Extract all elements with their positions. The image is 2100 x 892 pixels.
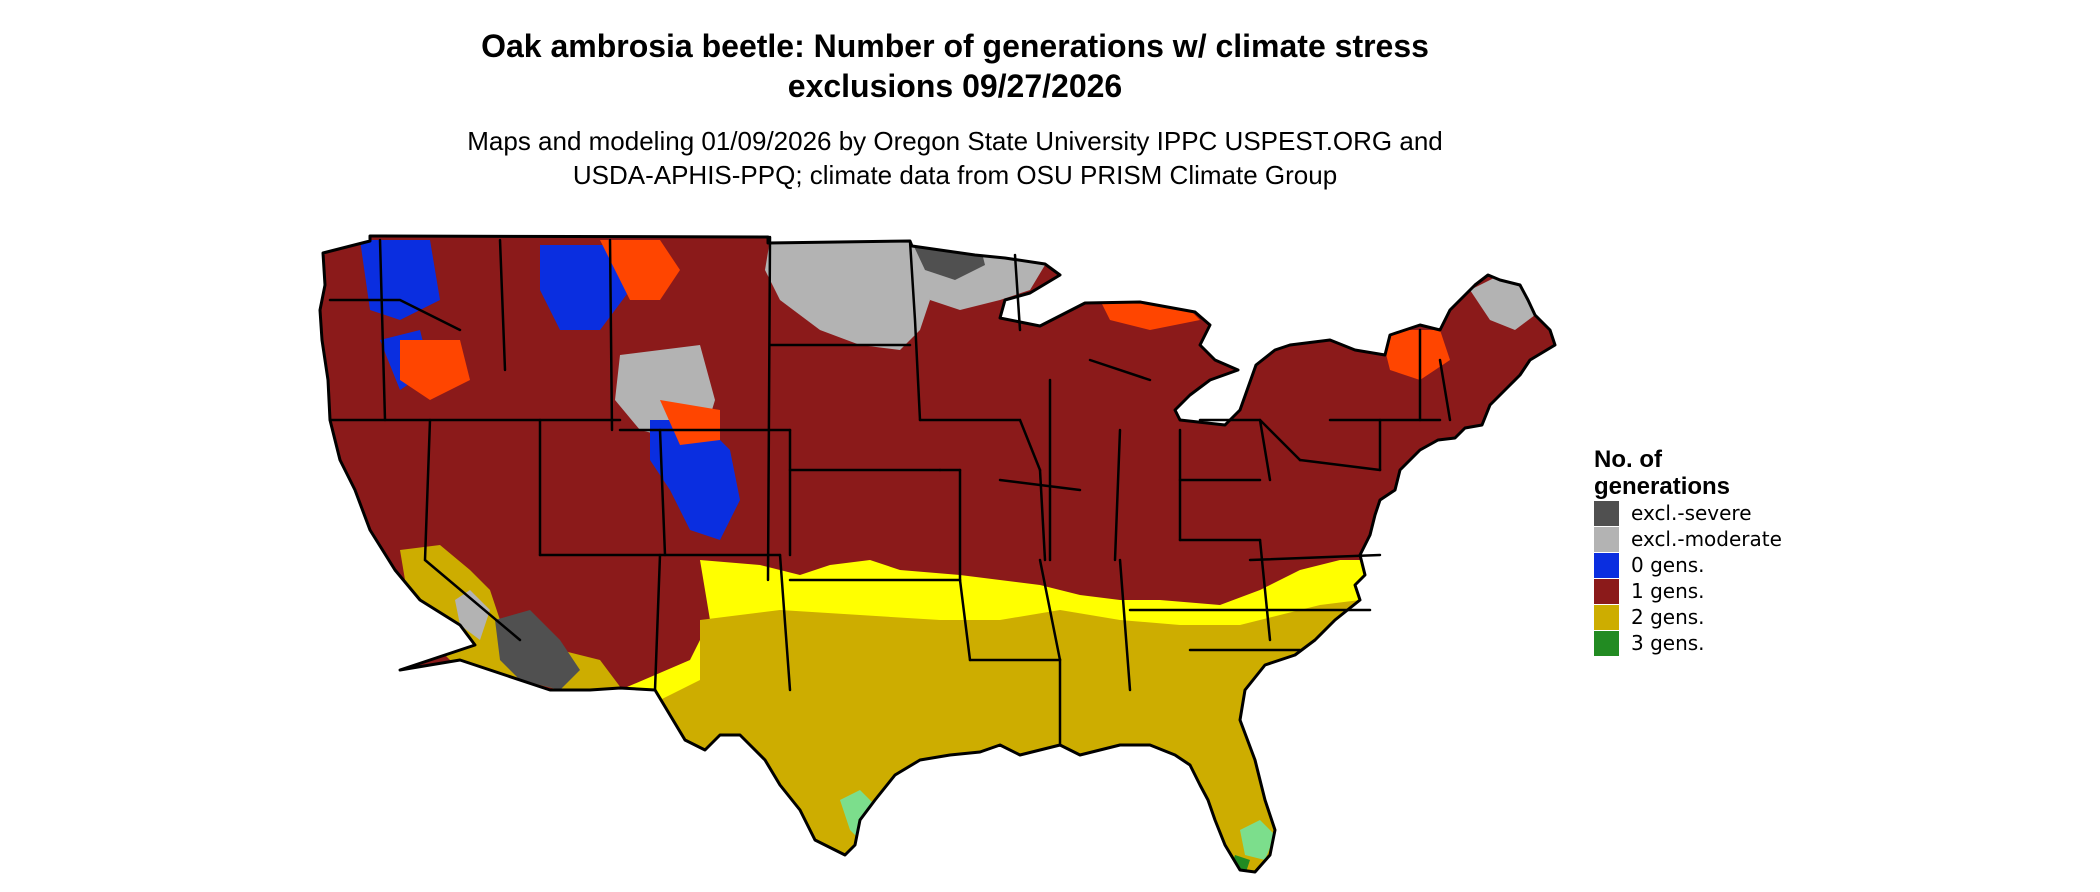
region-0-gen-colorado [650,420,740,540]
region-2-gen [590,590,1470,872]
legend-label-1-gens: 1 gens. [1631,579,1705,603]
legend-item-0-gens: 0 gens. [1594,552,1782,578]
region-excl-moderate-maine [1470,275,1535,330]
legend-item-2-gens: 2 gens. [1594,604,1782,630]
state-border-1 [766,235,772,582]
state-border-43 [998,478,1082,492]
region-3-gen-light-florida [1240,820,1275,860]
state-border-2 [908,239,922,422]
map-title-line-1: Oak ambrosia beetle: Number of generatio… [481,28,1429,64]
region-1-gen-light-oregon [400,340,470,400]
state-border-8 [658,428,667,557]
map-subtitle: Maps and modeling 01/09/2026 by Oregon S… [320,124,1590,192]
state-border-11 [778,553,792,692]
state-border-37 [1248,553,1382,562]
state-border-39 [328,298,462,332]
legend-swatch-1-gens [1594,578,1619,604]
region-1-gen-base [320,236,1555,872]
legend-title-line-1: No. of [1594,446,1662,473]
legend-label-excl-severe: excl.-severe [1631,501,1752,525]
legend-swatch-3-gens [1594,630,1619,656]
legend-item-excl-moderate: excl.-moderate [1594,526,1782,552]
state-border-42 [1013,253,1022,332]
legend-label-excl-moderate: excl.-moderate [1631,527,1782,551]
state-border-24 [1038,558,1062,662]
state-border-17 [958,578,972,662]
us-outline [318,234,1557,874]
state-border-25 [1118,558,1132,692]
state-border-27 [1258,538,1272,642]
legend: No. of generations excl.-severe excl.-mo… [1594,446,1782,656]
state-border-36 [1298,458,1382,472]
state-border-45 [1088,358,1152,382]
map-title-line-2: exclusions 09/27/2026 [787,68,1123,104]
region-0-gen-idaho [540,245,630,330]
legend-item-1-gens: 1 gens. [1594,578,1782,604]
state-border-41 [378,238,387,422]
state-border-40 [498,238,507,372]
legend-label-0-gens: 0 gens. [1631,553,1705,577]
legend-label-2-gens: 2 gens. [1631,605,1705,629]
legend-swatch-excl-severe [1594,500,1619,526]
state-border-35 [1438,358,1452,422]
legend-swatch-0-gens [1594,552,1619,578]
map-subtitle-line-2: USDA-APHIS-PPQ; climate data from OSU PR… [572,160,1338,190]
state-border-6 [423,418,522,642]
legend-swatch-2-gens [1594,604,1619,630]
state-border-31 [1258,418,1272,482]
legend-label-3-gens: 3 gens. [1631,631,1705,655]
legend-item-excl-severe: excl.-severe [1594,500,1782,526]
legend-title-line-2: generations [1594,473,1731,500]
legend-title: No. of generations [1594,446,1782,500]
map-subtitle-line-1: Maps and modeling 01/09/2026 by Oregon S… [467,126,1443,156]
region-1-gen-light-wyoming [660,400,720,445]
region-1-gen-light-montana [600,240,680,300]
region-1-gen-light-new-england [1380,330,1450,380]
state-border-3 [608,238,614,432]
map-title: Oak ambrosia beetle: Number of generatio… [320,26,1590,106]
region-excl-severe-southwest [495,610,580,690]
state-border-10 [653,553,662,692]
state-border-20 [918,418,1042,472]
legend-item-3-gens: 3 gens. [1594,630,1782,656]
state-border-22 [1113,428,1122,562]
legend-swatch-excl-moderate [1594,526,1619,552]
region-excl-moderate-north-dakota [765,240,930,350]
